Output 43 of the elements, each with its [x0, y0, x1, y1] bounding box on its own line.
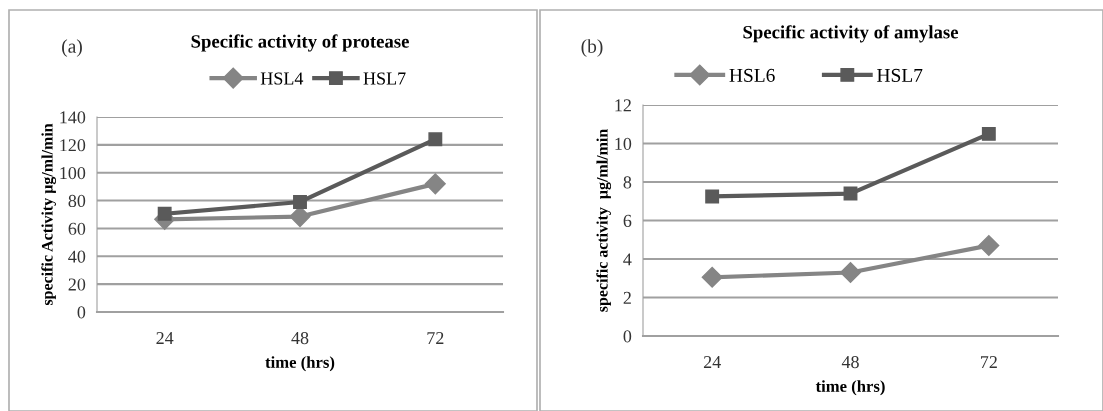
- point: [705, 189, 720, 204]
- point: [424, 173, 446, 195]
- point: [978, 235, 1000, 257]
- x-tick-label: 48: [291, 331, 309, 345]
- y-tick-label: 4: [623, 253, 632, 266]
- text: (b): [581, 39, 603, 57]
- legend-label: HSL7: [363, 72, 406, 85]
- point: [293, 195, 307, 209]
- y-tick-label: 0: [623, 330, 632, 343]
- chart-title: Specific activity of amylase: [743, 25, 959, 43]
- x-tick-label: 48: [841, 355, 859, 369]
- legend-label: HSL4: [260, 72, 304, 85]
- x-axis-title: time (hrs): [265, 356, 335, 372]
- x-axis-title: time (hrs): [815, 380, 885, 396]
- x-tick-label: 24: [156, 332, 174, 344]
- x-tick-label: 72: [427, 332, 444, 344]
- y-tick-label: 6: [623, 214, 632, 227]
- y-tick-label: 100: [60, 166, 86, 180]
- y-tick-label: 8: [623, 176, 632, 189]
- x-tick-label: 24: [703, 356, 721, 368]
- y-tick-label: 120: [60, 139, 86, 152]
- legend-label: HSL6: [729, 68, 775, 82]
- point: [981, 126, 996, 141]
- y-tick-label: 140: [60, 111, 86, 124]
- y-tick-label: 12: [615, 99, 631, 112]
- y-tick-label: 60: [68, 222, 86, 235]
- point: [839, 261, 862, 283]
- y-axis-title: specific Activity µg/ml/min: [41, 123, 57, 306]
- legend-label: HSL7: [877, 68, 923, 82]
- x-tick-label: 72: [981, 356, 997, 368]
- y-tick-label: 2: [623, 291, 631, 304]
- point: [701, 266, 723, 288]
- chart-title: Specific activity of protease: [191, 34, 409, 52]
- y-tick-label: 0: [77, 306, 86, 319]
- y-tick-label: 40: [68, 250, 86, 263]
- point: [157, 206, 172, 221]
- point: [428, 132, 443, 147]
- y-tick-label: 80: [68, 194, 86, 208]
- text: (a): [62, 39, 82, 57]
- y-axis-title: specific activity µg/ml/min: [596, 128, 612, 312]
- point: [289, 206, 311, 228]
- y-tick-label: 20: [68, 278, 86, 291]
- y-tick-label: 10: [615, 137, 632, 150]
